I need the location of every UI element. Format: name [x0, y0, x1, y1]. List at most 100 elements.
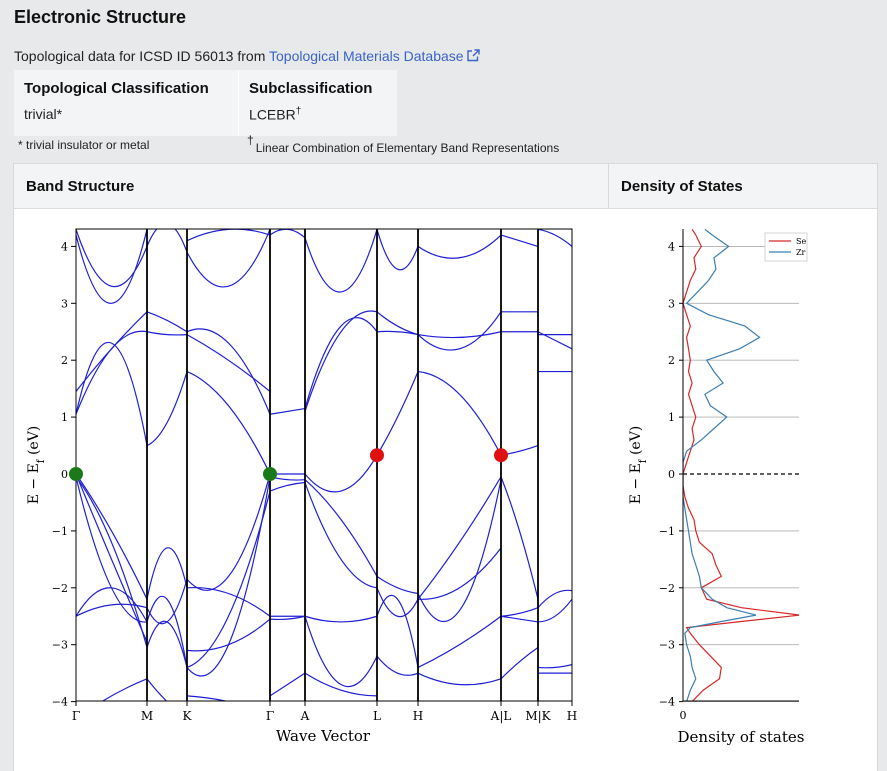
band-curve	[269, 481, 306, 492]
dos-y-tick-label: 3	[668, 297, 675, 310]
classification-header: Topological Classification	[24, 80, 209, 97]
band-curve	[376, 655, 419, 676]
footnote-lcebr: †Linear Combination of Elementary Band R…	[247, 133, 559, 155]
panel-header: Band Structure Density of States	[14, 164, 877, 209]
gamma-point-marker	[263, 467, 277, 481]
legend-label-se: Se	[796, 237, 806, 246]
band-curve	[269, 672, 306, 697]
band-curve	[417, 234, 502, 259]
l-point-marker	[494, 448, 508, 463]
band-curve	[417, 311, 502, 351]
subclassification-value: LCEBR†	[249, 106, 387, 123]
dos-series-se	[683, 229, 799, 701]
band-curve	[376, 594, 419, 668]
gamma-point-marker	[69, 467, 83, 481]
band-y-tick-label: −2	[52, 582, 68, 595]
topological-database-link[interactable]: Topological Materials Database	[269, 48, 480, 64]
dos-y-tick-label: 1	[668, 411, 675, 424]
band-x-tick-label: M	[141, 709, 153, 723]
band-curve	[146, 678, 168, 701]
band-x-tick-label: L	[373, 709, 381, 723]
band-x-tick-label: K	[183, 709, 193, 723]
band-curve	[376, 575, 419, 595]
band-curve	[76, 476, 148, 648]
band-x-tick-label: A|L	[490, 709, 512, 723]
band-x-axis-label: Wave Vector	[276, 727, 371, 745]
band-curve	[146, 311, 188, 333]
external-link-icon	[466, 49, 480, 62]
density-of-states-header: Density of States	[621, 178, 743, 195]
electronic-structure-panel: Band Structure Density of States	[13, 163, 878, 771]
density-of-states-chart: −4 −3 −2 −1 0 1 2 3 4 0 Se Zr Density of states E…	[628, 229, 808, 746]
band-lines	[76, 229, 572, 701]
band-curve	[304, 672, 378, 697]
dos-y-ticks: −4 −3 −2 −1 0 1 2 3 4	[659, 240, 683, 709]
band-curve	[500, 476, 539, 600]
dos-y-tick-label: 4	[668, 240, 675, 253]
band-curve	[186, 328, 271, 415]
legend-label-zr: Zr	[796, 248, 806, 257]
band-curve	[417, 370, 502, 456]
band-curve	[76, 330, 148, 415]
band-plot-frame	[75, 228, 573, 702]
band-curve	[537, 598, 572, 623]
band-curve	[304, 229, 378, 293]
band-curve	[186, 371, 271, 475]
band-curve	[269, 407, 306, 415]
band-curve	[101, 678, 148, 701]
band-curve	[76, 341, 148, 446]
band-curve	[417, 615, 502, 669]
band-curve	[186, 473, 271, 591]
dos-lines	[683, 229, 799, 701]
band-curve	[304, 482, 378, 589]
subclassification-header: Subclassification	[249, 80, 373, 97]
subclassification-column: Subclassification LCEBR†	[239, 70, 397, 136]
band-curve	[76, 473, 148, 600]
band-x-tick-label: A	[300, 709, 310, 723]
band-y-axis-label: E − Ef (eV)	[26, 426, 47, 505]
band-curve	[376, 311, 419, 336]
band-curve	[500, 615, 539, 623]
dagger-mark: †	[295, 106, 302, 117]
band-y-tick-label: 2	[61, 354, 68, 367]
band-curve	[186, 618, 271, 652]
subclassification-text: LCEBR	[249, 106, 296, 123]
band-curve	[76, 473, 148, 643]
dos-y-tick-label: −2	[659, 582, 675, 595]
band-y-tick-label: 3	[61, 297, 68, 310]
band-curve	[417, 476, 502, 600]
classification-column: Topological Classification trivial*	[14, 70, 240, 136]
band-curve	[269, 615, 306, 621]
band-curve	[417, 547, 502, 600]
band-structure-header: Band Structure	[26, 178, 135, 195]
band-curve	[146, 620, 188, 668]
band-curve	[186, 586, 271, 617]
footnote-dagger: †	[247, 133, 254, 147]
band-curve	[304, 479, 378, 577]
dos-legend: Se Zr	[764, 232, 808, 262]
band-curve	[76, 229, 148, 304]
band-curve	[500, 607, 539, 617]
source-prefix: Topological data for ICSD ID 56013 from	[14, 48, 269, 64]
dos-grid	[683, 245, 799, 703]
band-curve	[417, 672, 502, 686]
band-curve	[146, 331, 188, 336]
dos-x-axis-label: Density of states	[678, 728, 805, 746]
band-y-tick-label: 1	[61, 411, 68, 424]
band-curve	[417, 479, 502, 623]
band-curve	[500, 234, 539, 247]
band-x-tick-label: Γ	[266, 709, 274, 723]
band-x-tick-label: H	[567, 709, 577, 723]
dos-y-tick-label: 2	[668, 354, 675, 367]
band-curve	[76, 311, 148, 392]
band-curve	[186, 490, 271, 669]
band-curve	[186, 334, 271, 392]
source-line: Topological data for ICSD ID 56013 from …	[14, 48, 480, 64]
dos-y-axis-label: E − Ef (eV)	[628, 426, 649, 505]
band-markers	[69, 448, 508, 481]
band-y-tick-label: 0	[61, 468, 68, 481]
band-curve	[269, 229, 306, 239]
band-curve	[304, 310, 378, 412]
header-divider	[608, 164, 609, 208]
band-structure-chart: −4 −3 −2 −1 0 1 2 3 4 Γ M K Γ A L H A|L M|K H Wave Vector…	[26, 228, 577, 745]
